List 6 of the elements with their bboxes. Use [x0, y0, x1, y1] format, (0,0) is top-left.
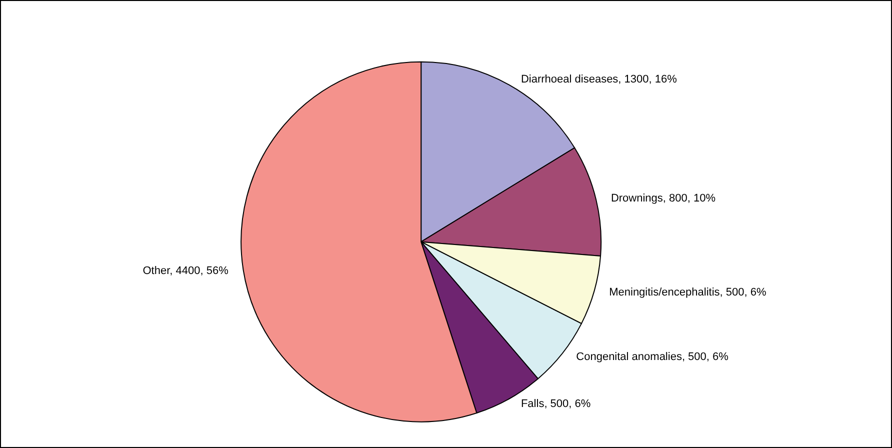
slice-label: Meningitis/encephalitis, 500, 6%: [609, 286, 766, 298]
slice-label: Falls, 500, 6%: [520, 398, 591, 410]
slice-label: Drownings, 800, 10%: [610, 192, 716, 204]
slice-label: Other, 4400, 56%: [142, 264, 229, 277]
slice-label: Congenital anomalies, 500, 6%: [576, 350, 729, 363]
slice-label: Diarrhoeal diseases, 1300, 16%: [520, 74, 678, 86]
